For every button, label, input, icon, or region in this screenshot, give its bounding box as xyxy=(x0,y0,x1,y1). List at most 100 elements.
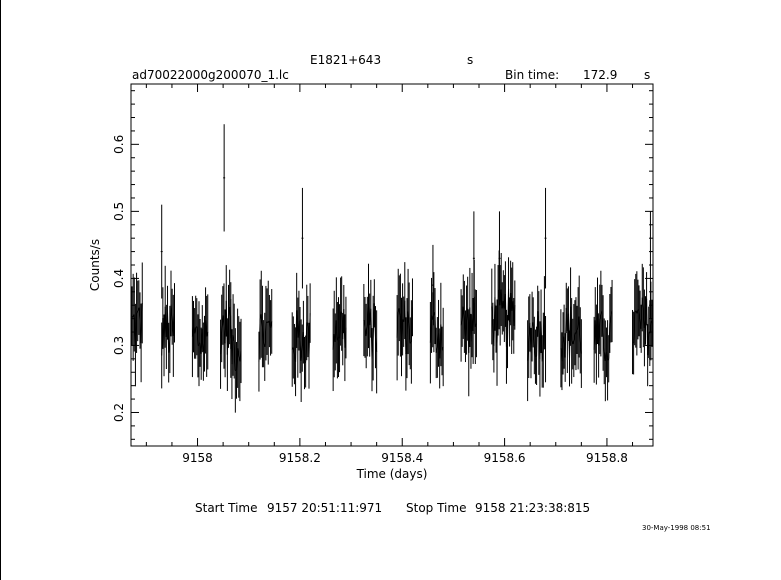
light-curve-series xyxy=(131,124,653,413)
data-step xyxy=(599,313,602,320)
object-name: E1821+643 xyxy=(310,53,382,67)
data-step xyxy=(491,306,494,332)
data-step xyxy=(407,311,410,324)
data-step xyxy=(370,308,373,360)
data-step xyxy=(406,311,409,339)
y-tick-label: 0.2 xyxy=(112,403,126,422)
data-step xyxy=(602,332,605,352)
y-tick-label: 0.5 xyxy=(112,202,126,221)
start-time-label: Start Time xyxy=(195,501,258,515)
plot-frame xyxy=(130,83,654,447)
data-step xyxy=(237,348,240,357)
data-step xyxy=(261,326,265,344)
data-step xyxy=(433,311,436,317)
data-step xyxy=(233,341,236,371)
data-step xyxy=(172,312,175,336)
data-step xyxy=(647,332,650,356)
data-step xyxy=(363,319,366,328)
data-step xyxy=(230,315,233,365)
data-step xyxy=(505,341,508,347)
data-step xyxy=(494,297,497,330)
data-step xyxy=(570,306,573,341)
bin-time-value: 172.9 xyxy=(583,68,618,82)
data-step xyxy=(343,309,346,348)
data-step xyxy=(235,348,239,371)
data-step xyxy=(196,326,199,346)
data-step xyxy=(339,311,342,339)
data-step xyxy=(300,348,303,361)
data-step xyxy=(646,298,649,356)
data-step xyxy=(197,343,200,347)
data-step xyxy=(168,339,171,353)
data-step xyxy=(532,322,535,346)
y-axis-label: Counts/s xyxy=(88,239,102,291)
data-step xyxy=(636,309,639,314)
data-step xyxy=(332,333,335,350)
data-step xyxy=(170,303,173,317)
data-step xyxy=(298,320,301,341)
data-step xyxy=(638,310,641,320)
data-step xyxy=(573,332,576,341)
data-step xyxy=(435,347,438,354)
data-step xyxy=(576,327,579,331)
data-step xyxy=(429,315,433,343)
data-step xyxy=(302,332,306,364)
data-step xyxy=(231,334,234,365)
axes: 9158 9158.2 9158.4 9158.6 9158.8 0.2 0.3 0.4 0.5… xyxy=(112,84,653,465)
file-name: ad70022000g200070_1.lc xyxy=(132,68,289,82)
stop-time-value: 9158 21:23:38:815 xyxy=(475,501,591,515)
data-step xyxy=(640,297,643,329)
data-step xyxy=(527,337,530,361)
data-step xyxy=(578,316,581,341)
object-unit: s xyxy=(467,53,474,67)
data-step xyxy=(540,321,543,362)
data-step xyxy=(335,320,338,341)
data-step xyxy=(410,307,413,342)
data-step xyxy=(258,319,261,362)
data-step xyxy=(304,361,307,364)
data-step xyxy=(270,321,273,328)
data-step xyxy=(371,338,374,360)
data-step xyxy=(169,303,172,340)
data-step xyxy=(202,343,205,352)
data-step xyxy=(194,327,197,334)
data-step xyxy=(295,310,298,362)
data-step xyxy=(292,347,295,355)
bin-time-label: Bin time: xyxy=(505,68,560,82)
bin-time-unit: s xyxy=(644,68,651,82)
data-step xyxy=(260,314,263,327)
y-tick-label: 0.4 xyxy=(112,269,126,288)
data-step xyxy=(340,311,343,314)
data-step xyxy=(167,312,170,353)
data-step xyxy=(140,302,143,343)
data-step xyxy=(306,322,309,327)
data-step xyxy=(579,340,582,354)
data-step xyxy=(232,334,235,342)
data-step xyxy=(408,323,411,344)
data-step xyxy=(460,320,463,326)
data-step xyxy=(633,312,636,344)
data-step xyxy=(308,313,311,356)
data-step xyxy=(601,310,604,334)
data-step xyxy=(541,350,544,362)
data-step xyxy=(572,340,575,345)
data-step xyxy=(575,329,578,334)
data-step xyxy=(440,324,443,351)
data-step xyxy=(404,300,407,354)
data-step xyxy=(537,311,540,334)
data-step xyxy=(226,316,230,355)
data-step xyxy=(608,323,611,359)
data-step xyxy=(409,341,412,344)
data-step xyxy=(605,352,609,361)
data-step xyxy=(220,328,223,355)
data-step xyxy=(650,320,653,324)
start-time-value: 9157 20:51:11:971 xyxy=(267,501,383,515)
data-step xyxy=(530,326,533,354)
date-stamp: 30-May-1998 08:51 xyxy=(642,524,711,532)
data-step xyxy=(561,343,564,362)
data-step xyxy=(205,320,208,337)
data-step xyxy=(598,319,601,346)
data-step xyxy=(500,289,503,309)
data-step xyxy=(138,307,141,321)
